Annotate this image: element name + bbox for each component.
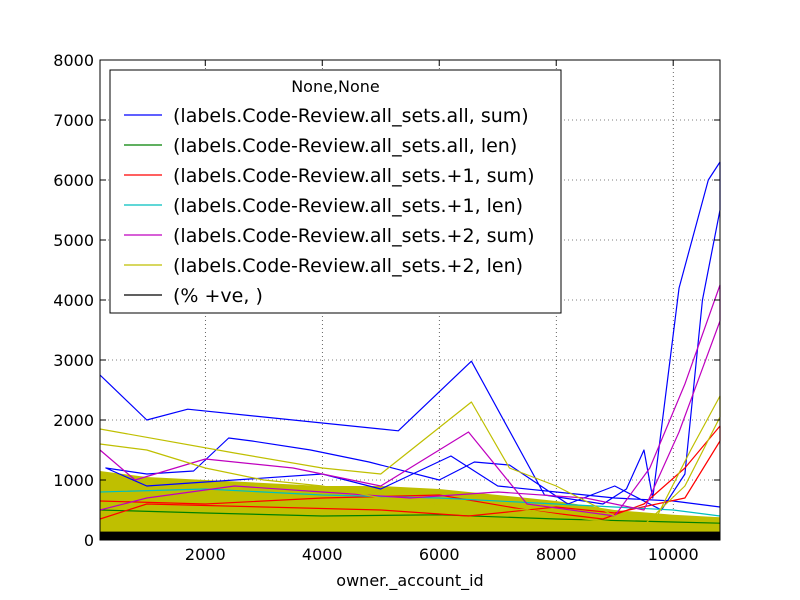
legend-entry-label: (labels.Code-Review.all_sets.all, sum) <box>173 105 529 127</box>
y-tick-label: 0 <box>84 531 94 550</box>
x-axis-label: owner._account_id <box>336 571 483 591</box>
y-tick-label: 3000 <box>53 351 94 370</box>
y-tick-label: 8000 <box>53 51 94 70</box>
legend-entry-label: (labels.Code-Review.all_sets.+2, len) <box>173 255 523 277</box>
y-tick-label: 4000 <box>53 291 94 310</box>
legend-entry-label: (labels.Code-Review.all_sets.all, len) <box>173 135 517 157</box>
filled-band-layer <box>100 471 720 540</box>
legend-entry-label: (% +ve, ) <box>173 285 263 307</box>
tick-layer: 2000 4000 6000 8000 10000 0 1000 2000 3000 4000 50… <box>53 51 720 564</box>
x-tick-label: 4000 <box>302 545 343 564</box>
legend: None,None (labels.Code-Review.all_sets.a… <box>109 69 562 314</box>
x-tick-label: 10000 <box>648 545 699 564</box>
legend-title: None,None <box>291 77 380 96</box>
series-layer <box>99 161 721 538</box>
legend-entry-label: (labels.Code-Review.all_sets.+2, sum) <box>173 225 535 247</box>
dense-band-area <box>100 471 720 540</box>
x-tick-label: 8000 <box>536 545 577 564</box>
series-line <box>99 509 721 524</box>
y-tick-label: 5000 <box>53 231 94 250</box>
series-line <box>99 161 721 511</box>
y-tick-label: 2000 <box>53 411 94 430</box>
y-tick-label: 6000 <box>53 171 94 190</box>
legend-box <box>109 69 562 314</box>
x-tick-label: 6000 <box>419 545 460 564</box>
y-tick-label: 1000 <box>53 471 94 490</box>
x-tick-label: 2000 <box>185 545 226 564</box>
legend-entry-label: (labels.Code-Review.all_sets.+1, sum) <box>173 165 535 187</box>
y-tick-label: 7000 <box>53 111 94 130</box>
legend-entry-label: (labels.Code-Review.all_sets.+1, len) <box>173 195 523 217</box>
bottom-black-band <box>100 531 720 540</box>
series-line <box>99 488 721 517</box>
